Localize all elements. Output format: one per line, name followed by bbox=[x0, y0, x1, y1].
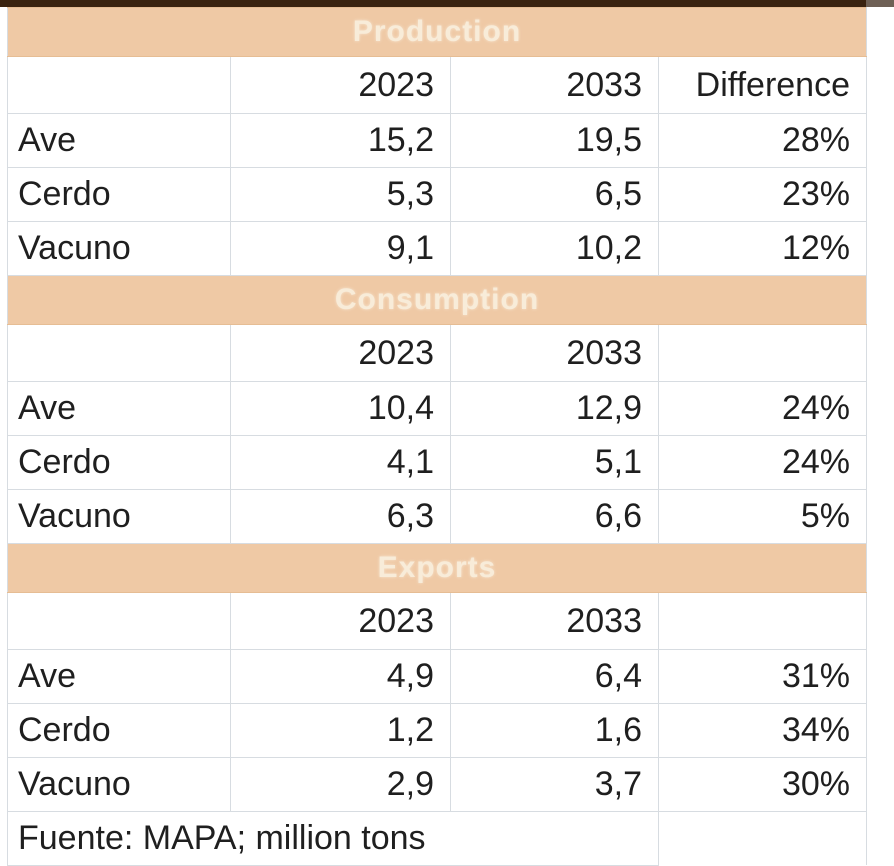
header-row-consumption: 2023 2033 bbox=[7, 324, 868, 382]
row-label: Cerdo bbox=[7, 435, 231, 490]
header-row-exports: 2023 2033 bbox=[7, 592, 868, 650]
table-row-consumption-cerdo: Cerdo 4,1 5,1 24% bbox=[7, 435, 868, 490]
cell-2033-value: 6,6 bbox=[450, 489, 659, 544]
section-band-exports: Exports bbox=[6, 543, 868, 593]
cell-2033-value: 1,6 bbox=[450, 703, 659, 758]
row-label: Ave bbox=[7, 113, 231, 168]
cell-2033-value: 5,1 bbox=[450, 435, 659, 490]
section-title-consumption: Consumption bbox=[6, 275, 868, 325]
spreadsheet-table-area: Production 2023 2033 Difference Ave 15,2… bbox=[6, 7, 868, 866]
source-note: Fuente: MAPA; million tons bbox=[7, 811, 659, 866]
header-empty-cell bbox=[7, 324, 231, 382]
cell-difference-value: 34% bbox=[657, 703, 868, 758]
section-band-consumption: Consumption bbox=[6, 275, 868, 325]
footer-empty-cell bbox=[657, 811, 868, 866]
header-2033: 2033 bbox=[450, 592, 659, 650]
table-row-exports-ave: Ave 4,9 6,4 31% bbox=[7, 649, 868, 704]
cell-2023-value: 10,4 bbox=[230, 381, 451, 436]
cell-2023-value: 2,9 bbox=[230, 757, 451, 812]
table-row-exports-cerdo: Cerdo 1,2 1,6 34% bbox=[7, 703, 868, 758]
table-row-production-ave: Ave 15,2 19,5 28% bbox=[7, 113, 868, 168]
cell-2033-value: 12,9 bbox=[450, 381, 659, 436]
cell-2023-value: 15,2 bbox=[230, 113, 451, 168]
header-2023: 2023 bbox=[230, 592, 451, 650]
cell-2033-value: 10,2 bbox=[450, 221, 659, 276]
row-label: Vacuno bbox=[7, 757, 231, 812]
cell-2023-value: 1,2 bbox=[230, 703, 451, 758]
cell-difference-value: 30% bbox=[657, 757, 868, 812]
header-difference bbox=[657, 592, 868, 650]
top-dark-bar-end bbox=[866, 0, 894, 7]
top-dark-bar bbox=[0, 0, 866, 7]
cell-difference-value: 28% bbox=[657, 113, 868, 168]
cell-2033-value: 6,4 bbox=[450, 649, 659, 704]
section-title-production: Production bbox=[6, 7, 868, 57]
cell-difference-value: 5% bbox=[657, 489, 868, 544]
row-label: Ave bbox=[7, 381, 231, 436]
header-empty-cell bbox=[7, 56, 231, 114]
section-band-production: Production bbox=[6, 7, 868, 57]
header-2033: 2033 bbox=[450, 324, 659, 382]
cell-difference-value: 12% bbox=[657, 221, 868, 276]
header-row-production: 2023 2033 Difference bbox=[7, 56, 868, 114]
table-row-exports-vacuno: Vacuno 2,9 3,7 30% bbox=[7, 757, 868, 812]
cell-2033-value: 19,5 bbox=[450, 113, 659, 168]
header-2033: 2033 bbox=[450, 56, 659, 114]
header-difference bbox=[657, 324, 868, 382]
cell-difference-value: 23% bbox=[657, 167, 868, 222]
row-label: Cerdo bbox=[7, 703, 231, 758]
row-label: Vacuno bbox=[7, 221, 231, 276]
table-row-consumption-ave: Ave 10,4 12,9 24% bbox=[7, 381, 868, 436]
livestock-projection-table: Production 2023 2033 Difference Ave 15,2… bbox=[6, 7, 868, 866]
cell-2023-value: 6,3 bbox=[230, 489, 451, 544]
header-2023: 2023 bbox=[230, 56, 451, 114]
row-label: Cerdo bbox=[7, 167, 231, 222]
cell-2033-value: 6,5 bbox=[450, 167, 659, 222]
header-difference: Difference bbox=[657, 56, 868, 114]
cell-difference-value: 24% bbox=[657, 381, 868, 436]
cell-difference-value: 31% bbox=[657, 649, 868, 704]
cell-2023-value: 9,1 bbox=[230, 221, 451, 276]
table-row-consumption-vacuno: Vacuno 6,3 6,6 5% bbox=[7, 489, 868, 544]
table-row-production-cerdo: Cerdo 5,3 6,5 23% bbox=[7, 167, 868, 222]
cell-2033-value: 3,7 bbox=[450, 757, 659, 812]
cell-2023-value: 4,9 bbox=[230, 649, 451, 704]
header-empty-cell bbox=[7, 592, 231, 650]
cell-difference-value: 24% bbox=[657, 435, 868, 490]
row-label: Vacuno bbox=[7, 489, 231, 544]
table-row-production-vacuno: Vacuno 9,1 10,2 12% bbox=[7, 221, 868, 276]
row-label: Ave bbox=[7, 649, 231, 704]
section-title-exports: Exports bbox=[6, 543, 868, 593]
table-row-source: Fuente: MAPA; million tons bbox=[7, 811, 868, 866]
cell-2023-value: 4,1 bbox=[230, 435, 451, 490]
cell-2023-value: 5,3 bbox=[230, 167, 451, 222]
header-2023: 2023 bbox=[230, 324, 451, 382]
